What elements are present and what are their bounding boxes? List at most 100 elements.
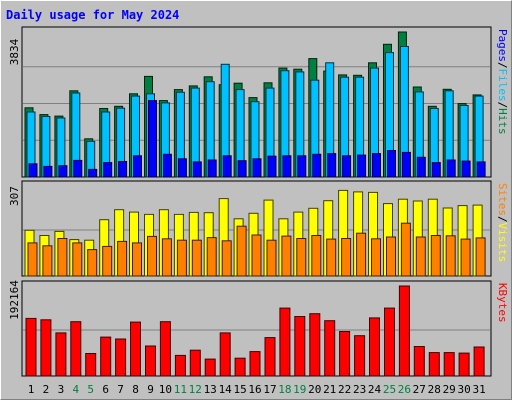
x-tick-label-day-26: 26 [398,383,411,396]
bar-pages-day-2 [43,165,53,178]
bar-pages-day-20 [312,153,322,178]
bar-pages-day-17 [267,155,277,178]
bar-sites-day-8 [132,242,142,277]
bar-pages-day-7 [118,161,128,178]
kbytes-series-kbytes [25,285,485,377]
bar-kbytes-day-3 [55,332,67,377]
x-tick-label-day-28: 28 [428,383,441,396]
bar-pages-day-21 [327,153,337,178]
x-tick-label-day-25: 25 [383,383,396,396]
bar-sites-day-12 [191,239,202,277]
bar-pages-day-23 [357,154,367,178]
bar-sites-day-18 [281,235,292,277]
bar-pages-day-8 [133,155,142,178]
x-tick-label-day-8: 8 [132,383,139,396]
bar-sites-day-26 [400,222,411,277]
x-tick-label-day-12: 12 [189,383,202,396]
bar-sites-day-9 [147,235,157,277]
x-tick-label-day-13: 13 [204,383,217,396]
bar-kbytes-day-19 [294,316,306,377]
bar-pages-day-6 [103,162,113,178]
x-tick-label-day-29: 29 [443,383,456,396]
x-axis-day-labels: 1 2 3 4 5 6 7 8 9 10 11 12 13 14 15 16 17 18 19 20 21 22 23 24 2… [28,383,486,396]
x-tick-label-day-9: 9 [147,383,154,396]
chart-title: Daily usage for May 2024 [6,8,179,22]
bar-kbytes-day-15 [234,357,246,377]
bar-kbytes-day-7 [115,338,127,377]
bar-pages-day-27 [416,156,426,178]
bar-kbytes-day-22 [339,331,351,377]
bar-sites-day-29 [445,235,456,277]
bar-kbytes-day-5 [85,353,97,377]
x-tick-label-day-23: 23 [353,383,366,396]
bar-pages-day-12 [192,161,202,178]
bar-kbytes-day-17 [264,337,276,377]
bar-kbytes-day-16 [249,351,261,377]
bar-kbytes-day-1 [25,317,37,377]
bar-sites-day-15 [236,225,247,277]
kbytes-legend: KBytes [496,283,509,323]
bar-kbytes-day-4 [70,321,82,377]
x-tick-label-day-30: 30 [457,383,470,396]
x-tick-label-day-5: 5 [87,383,94,396]
legend-separator: / [496,102,509,109]
bar-kbytes-day-10 [159,321,171,377]
legend-label-kbytes: KBytes [496,283,509,323]
bar-sites-day-28 [430,235,441,277]
visits-series-sites [27,222,486,277]
bar-pages-day-16 [252,158,262,178]
bar-kbytes-day-26 [398,285,410,377]
x-tick-label-day-22: 22 [338,383,351,396]
x-tick-label-day-15: 15 [233,383,246,396]
bar-sites-day-21 [326,238,337,277]
bar-sites-day-19 [296,238,307,277]
x-tick-label-day-14: 14 [219,383,233,396]
x-tick-label-day-27: 27 [413,383,426,396]
bar-pages-day-18 [282,155,292,178]
hits-ymax-label: 3834 [8,38,21,65]
legend-label-hits: Hits [496,108,509,134]
bar-sites-day-30 [460,238,471,277]
kbytes-plot-area [21,280,492,377]
x-tick-label-day-16: 16 [248,383,261,396]
bar-kbytes-day-9 [145,345,156,377]
bar-pages-day-22 [342,155,352,178]
bar-kbytes-day-24 [369,317,380,377]
bar-sites-day-7 [117,240,128,277]
bar-pages-day-15 [237,160,247,178]
bar-sites-day-4 [72,242,83,277]
bar-sites-day-5 [87,249,98,277]
bar-kbytes-day-2 [40,319,52,377]
bar-kbytes-day-6 [100,336,112,377]
hits-series-pages [28,100,486,178]
kbytes-panel: 192164 KBytes [8,280,509,377]
visits-legend: Sites/Visits [496,183,509,262]
bar-pages-day-3 [58,165,68,178]
legend-label-sites: Sites [496,183,509,216]
bar-pages-day-14 [222,155,232,178]
hits-series-files [26,46,484,178]
bar-pages-day-19 [297,155,307,178]
legend-label-visits: Visits [496,223,509,263]
bar-pages-day-10 [162,153,172,178]
bar-kbytes-day-21 [324,320,336,377]
x-tick-label-day-18: 18 [278,383,291,396]
bar-sites-day-20 [311,235,322,277]
bar-sites-day-24 [371,238,381,277]
bar-sites-day-27 [415,236,426,277]
x-tick-label-day-11: 11 [174,383,187,396]
visits-panel: 307 Sites/Visits [8,180,509,277]
bar-pages-day-25 [387,150,396,178]
bar-kbytes-day-13 [204,358,216,377]
bar-kbytes-day-25 [384,307,395,377]
bar-kbytes-day-31 [473,346,485,377]
bar-sites-day-2 [42,245,53,277]
bar-pages-day-1 [28,163,38,178]
bar-pages-day-13 [207,159,217,178]
bar-sites-day-17 [266,239,277,277]
bar-kbytes-day-30 [458,352,470,377]
x-tick-label-day-21: 21 [323,383,336,396]
legend-separator: / [496,216,509,223]
bar-sites-day-31 [475,237,486,277]
